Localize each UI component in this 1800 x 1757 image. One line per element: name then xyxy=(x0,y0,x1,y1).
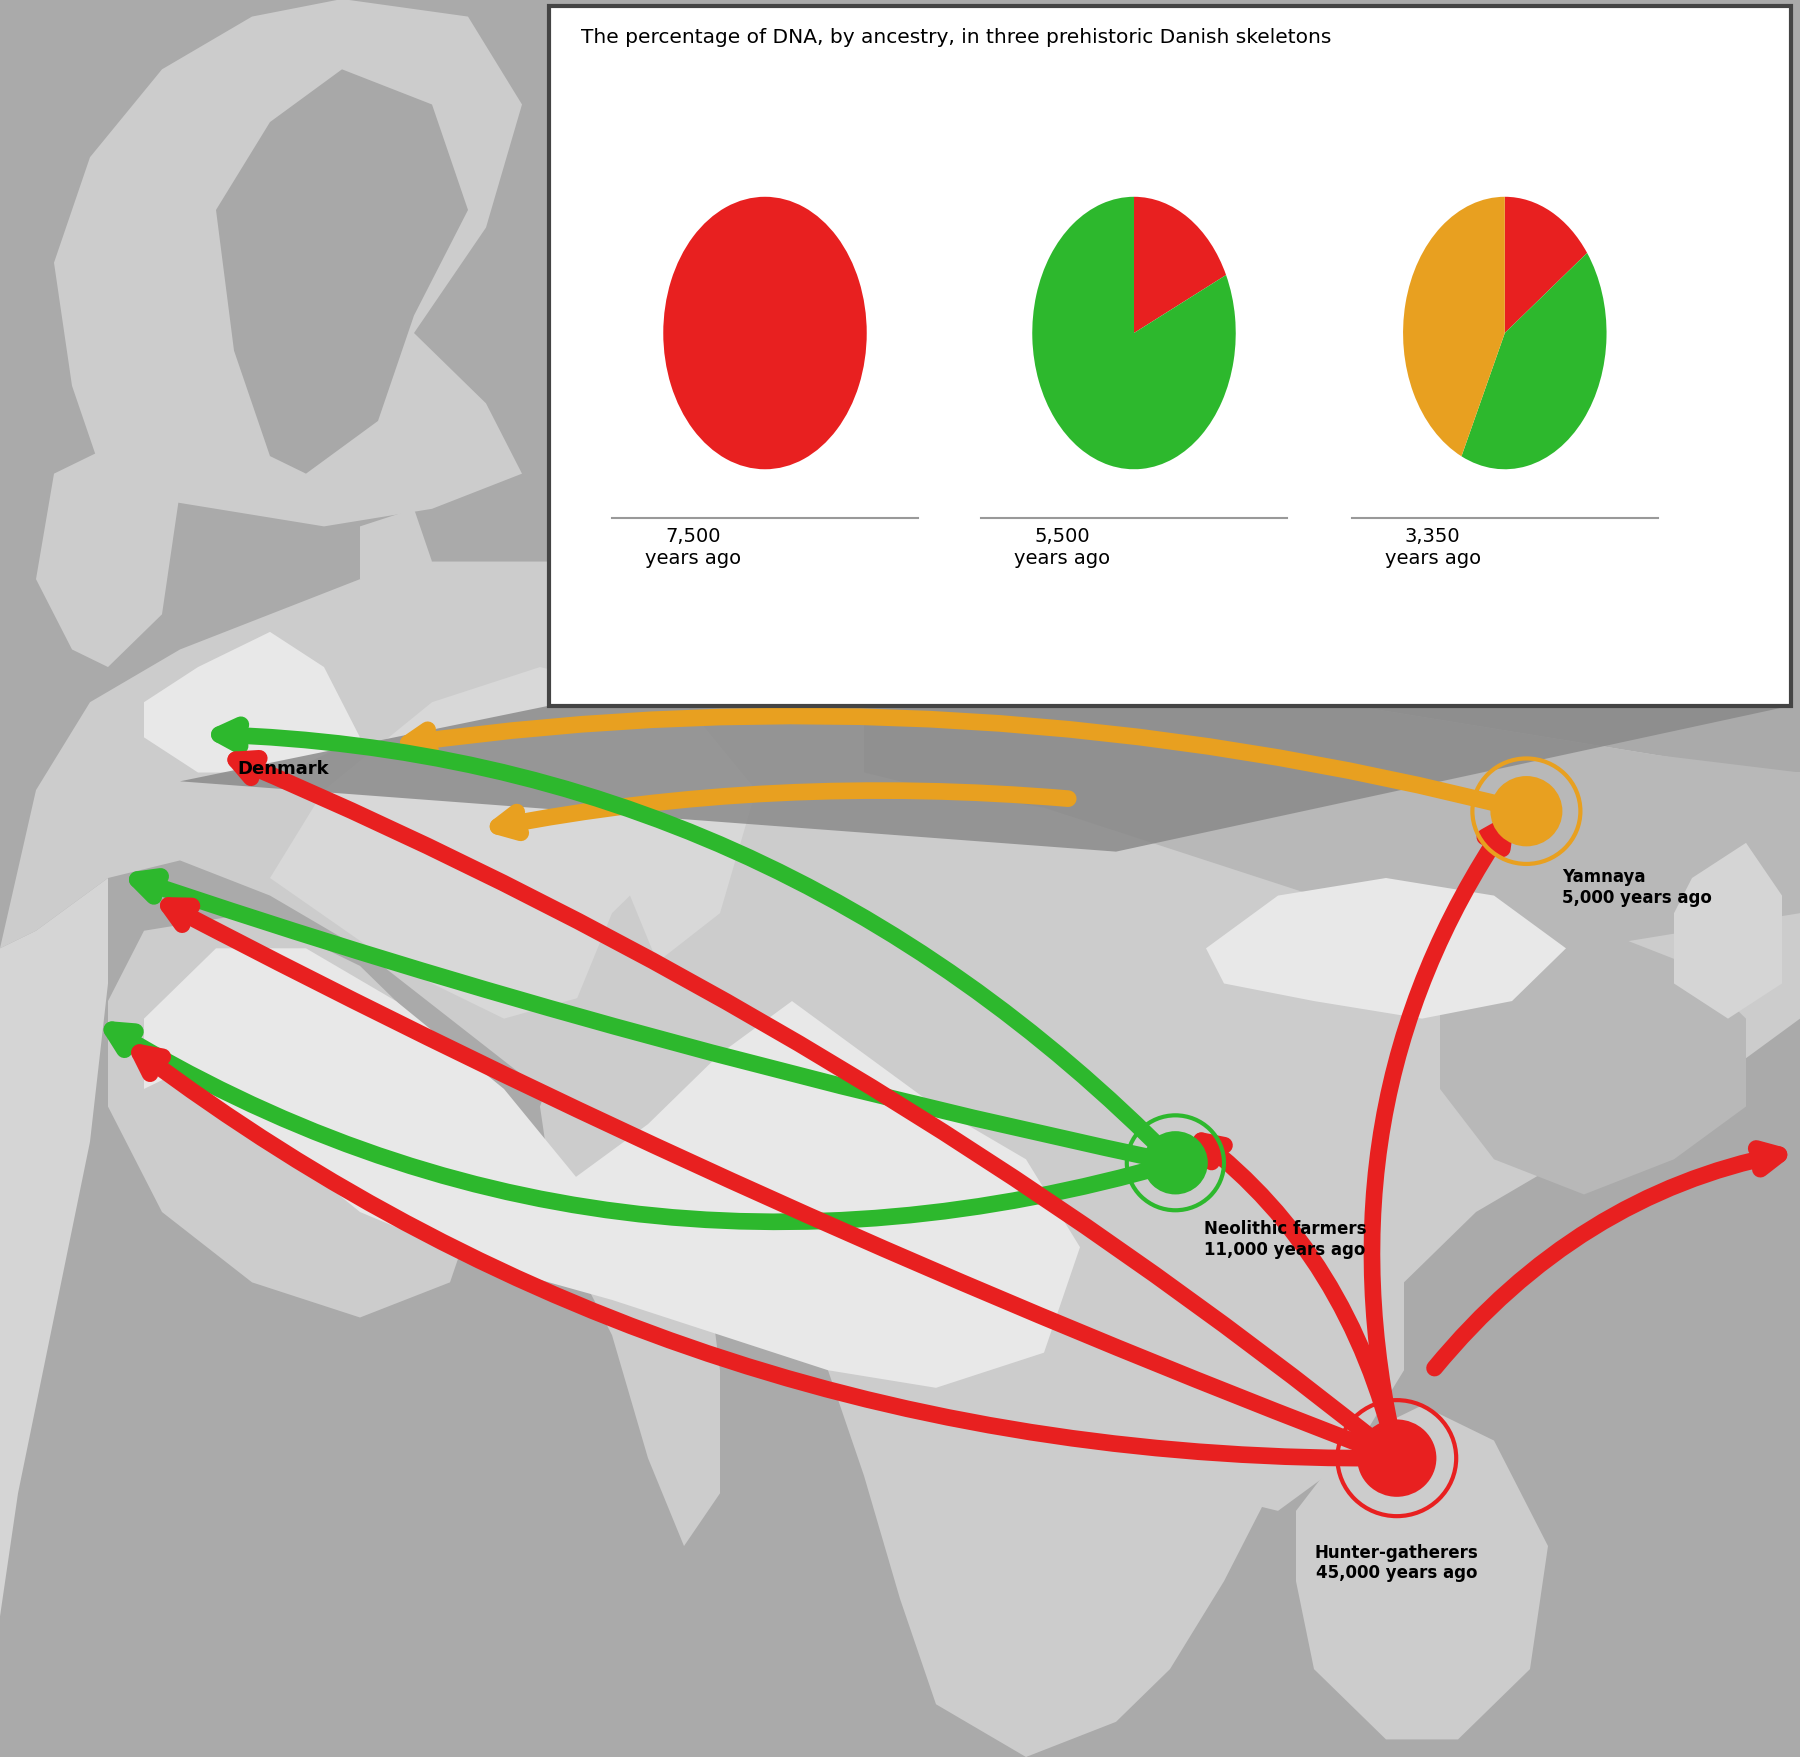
Polygon shape xyxy=(36,439,180,668)
Polygon shape xyxy=(0,562,1800,1757)
Text: Denmark: Denmark xyxy=(238,759,329,777)
Polygon shape xyxy=(216,70,468,474)
Polygon shape xyxy=(108,914,486,1318)
Polygon shape xyxy=(360,510,432,597)
Circle shape xyxy=(1357,1420,1436,1497)
Polygon shape xyxy=(738,914,954,1370)
Wedge shape xyxy=(1031,197,1237,469)
Polygon shape xyxy=(144,633,360,773)
Polygon shape xyxy=(1296,1406,1548,1739)
Wedge shape xyxy=(1462,253,1607,469)
Text: The percentage of DNA, by ancestry, in three prehistoric Danish skeletons: The percentage of DNA, by ancestry, in t… xyxy=(581,28,1332,47)
Text: 3,350
years ago: 3,350 years ago xyxy=(1384,527,1481,568)
Text: 5,500
years ago: 5,500 years ago xyxy=(1013,527,1111,568)
Polygon shape xyxy=(180,706,1791,852)
Wedge shape xyxy=(1402,197,1505,457)
Polygon shape xyxy=(1674,843,1782,1019)
Polygon shape xyxy=(540,896,720,1546)
Polygon shape xyxy=(144,949,1080,1388)
Polygon shape xyxy=(54,0,522,527)
Text: 7,500
years ago: 7,500 years ago xyxy=(644,527,742,568)
Polygon shape xyxy=(864,633,1800,949)
Polygon shape xyxy=(0,878,108,1616)
Polygon shape xyxy=(1026,931,1404,1511)
Polygon shape xyxy=(270,668,756,1019)
Polygon shape xyxy=(1206,878,1566,1019)
Wedge shape xyxy=(662,197,868,469)
Wedge shape xyxy=(1505,197,1588,334)
Circle shape xyxy=(1143,1132,1208,1195)
Wedge shape xyxy=(1134,197,1226,334)
FancyBboxPatch shape xyxy=(549,7,1791,706)
Text: Neolithic farmers
11,000 years ago: Neolithic farmers 11,000 years ago xyxy=(1204,1219,1366,1258)
Text: Yamnaya
5,000 years ago: Yamnaya 5,000 years ago xyxy=(1562,868,1712,907)
Circle shape xyxy=(1490,777,1562,847)
Text: Hunter-gatherers
45,000 years ago: Hunter-gatherers 45,000 years ago xyxy=(1316,1543,1478,1581)
Polygon shape xyxy=(1440,931,1746,1195)
